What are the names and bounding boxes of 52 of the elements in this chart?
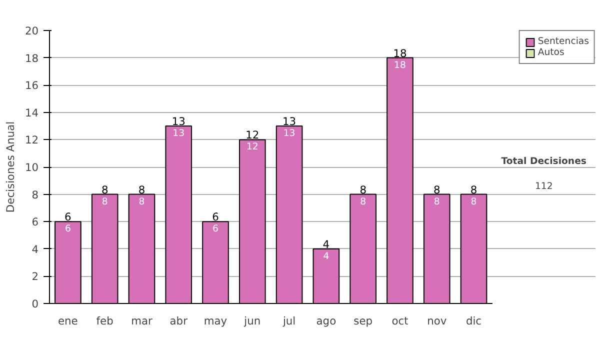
data-label: 8: [138, 196, 145, 208]
y-tick-label: 2: [32, 270, 38, 284]
total-label: 8: [470, 183, 478, 196]
text: 112: [534, 180, 553, 192]
y-tick-label: 14: [24, 106, 39, 120]
total-label: 12: [246, 128, 260, 142]
total-label: 6: [212, 210, 220, 224]
x-tick-label: abr: [170, 314, 188, 328]
y-tick-label: 4: [32, 242, 39, 256]
total-label: 13: [282, 115, 296, 128]
y-tick-label: 0: [32, 298, 39, 310]
y-tick-label: 16: [24, 79, 39, 92]
y-tick-label: 20: [24, 24, 39, 38]
x-tick-label: jun: [243, 314, 261, 328]
data-label: 8: [434, 196, 440, 208]
x-tick-label: mar: [131, 314, 153, 328]
total-label: 18: [393, 46, 407, 60]
data-label: 13: [283, 128, 296, 140]
y-tick-label: 12: [24, 134, 39, 147]
x-tick-label: nov: [427, 314, 447, 328]
total-label: 8: [360, 183, 367, 196]
y-axis-title: Decisiones Anual: [4, 121, 17, 213]
data-label: 8: [102, 196, 108, 208]
legend-label: Autos: [538, 47, 564, 58]
total-label: 8: [138, 183, 146, 196]
total-label: 4: [322, 238, 330, 251]
x-tick-label: jul: [282, 314, 296, 328]
total-label: 8: [101, 183, 108, 196]
text: Total Decisiones: [501, 156, 587, 167]
total-label: 8: [433, 183, 440, 196]
y-tick-label: 10: [24, 161, 39, 174]
total-label: 13: [172, 115, 186, 128]
x-tick-label: ene: [58, 314, 78, 328]
data-label: 8: [360, 196, 366, 208]
data-label: 8: [470, 196, 477, 208]
data-label: 13: [172, 128, 185, 140]
data-label: 6: [212, 224, 219, 235]
x-tick-label: sep: [354, 314, 373, 328]
x-tick-label: dic: [466, 314, 482, 328]
y-tick-label: 8: [32, 188, 39, 202]
y-tick-label: 6: [32, 216, 39, 229]
x-tick-label: feb: [96, 314, 114, 328]
y-tick-label: 18: [24, 52, 39, 65]
data-label: 4: [323, 250, 330, 262]
total-label: 6: [64, 210, 72, 224]
data-label: 18: [394, 60, 406, 71]
data-label: 12: [246, 142, 258, 153]
x-tick-label: may: [204, 314, 228, 328]
x-tick-label: oct: [392, 314, 408, 328]
legend-label: Sentencias: [538, 36, 589, 47]
x-tick-label: ago: [316, 314, 336, 328]
data-label: 6: [64, 224, 71, 235]
